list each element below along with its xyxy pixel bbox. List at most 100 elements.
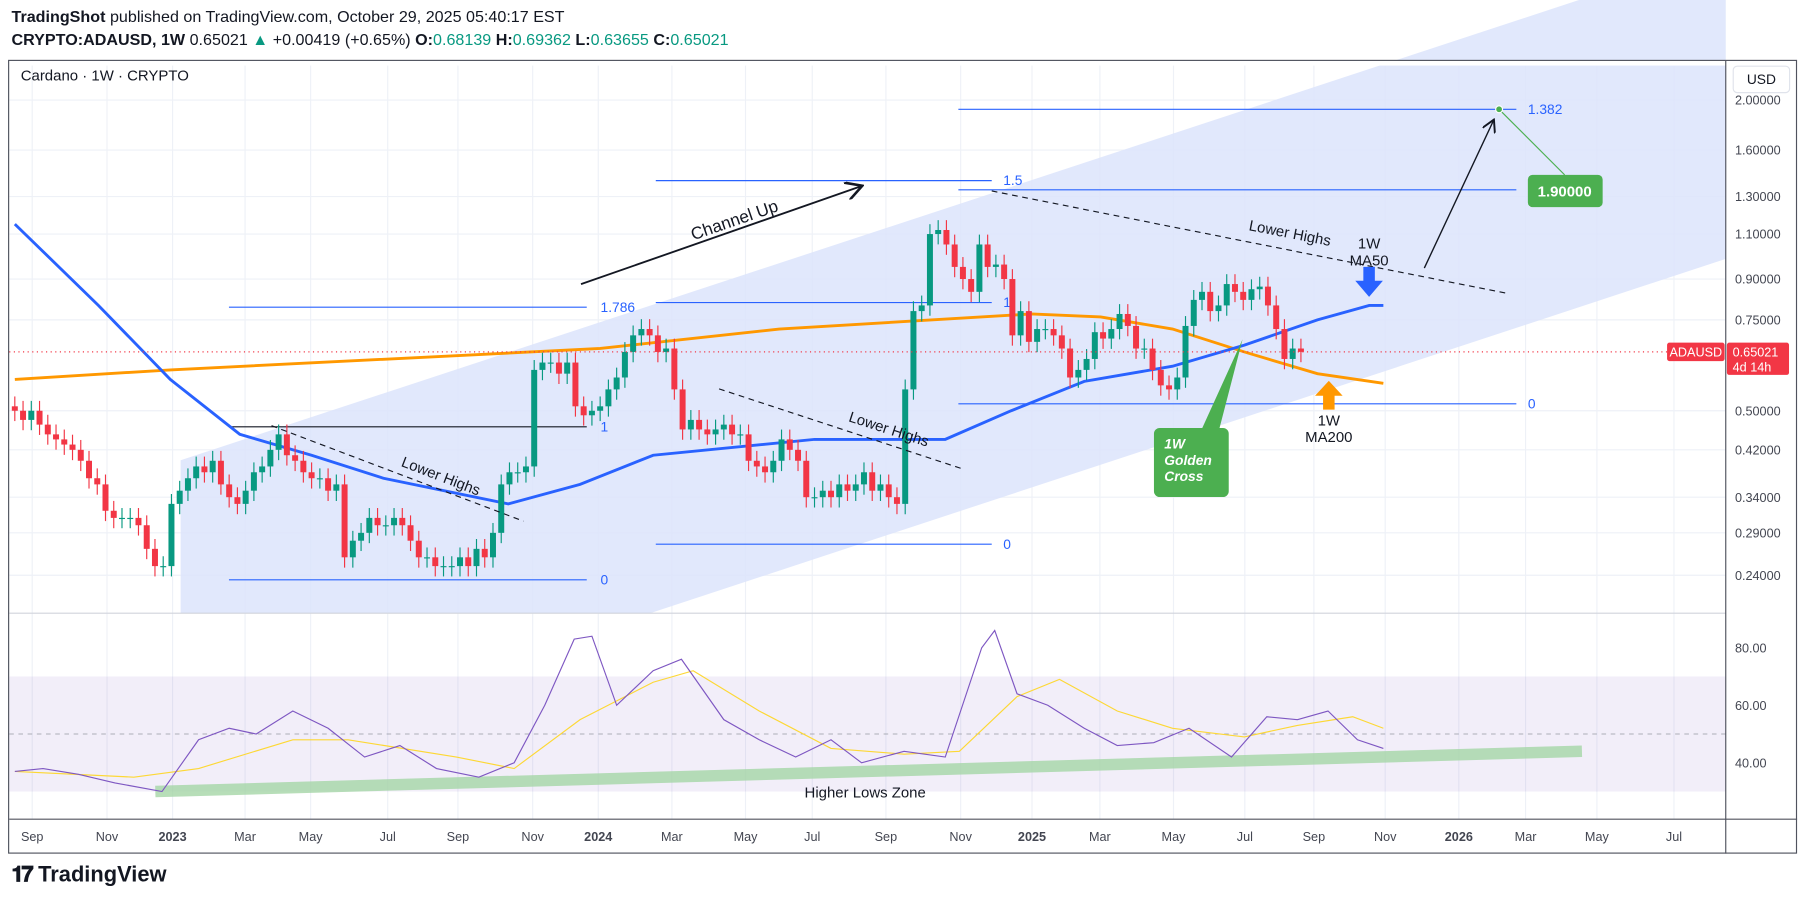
symbol-info: CRYPTO:ADAUSD, 1W 0.65021 ▲ +0.00419 (+0… [12,30,729,48]
candle-body [803,460,810,498]
rsi-line [14,629,1384,793]
time-tick-label: 2024 [584,830,612,844]
time-tick-label: Nov [949,830,972,844]
candle-body [1075,369,1082,378]
symbol-price-tag [1667,342,1725,362]
low-value: 0.63655 [590,29,649,49]
candle-body [1207,291,1214,312]
candle-body [910,311,917,390]
candle-body [588,410,595,416]
up-triangle-icon: ▲ [252,29,269,49]
currency-button[interactable]: USD [1732,65,1791,94]
candle-body [1133,325,1140,349]
time-tick-label: Jul [1237,830,1253,844]
fib-level-label: 0 [1528,396,1536,411]
candle-body [333,484,340,491]
candle-body [374,517,381,526]
price-tick-label: 1.60000 [1735,144,1781,158]
price-tick-label: 1.10000 [1735,228,1781,242]
candle-body [448,566,455,568]
candle-body [1240,291,1247,300]
candle-body [984,244,991,267]
candle-body [1149,348,1156,370]
lower-highs-trendline [718,388,965,470]
candle-body [704,429,711,435]
candle-body [399,517,406,526]
candle-body [1141,348,1148,350]
candle-body [325,478,332,491]
candle-body [506,472,513,485]
candle-body [1001,264,1008,280]
candle-body [1182,325,1189,378]
candle-body [1058,335,1065,349]
author[interactable]: TradingShot [11,6,106,26]
candle-body [349,540,356,558]
rsi-tick-label: 60.00 [1735,699,1767,713]
fib-level-label: 0 [1003,537,1011,552]
candle-body [696,419,703,430]
time-tick-label: Nov [521,830,544,844]
candle-body [926,234,933,306]
symbol: CRYPTO:ADAUSD, 1W [11,29,186,49]
lower-highs-trendline [991,190,1508,294]
candle-body [1289,348,1296,359]
candle-body [1297,348,1304,352]
candle-body [1174,377,1181,390]
candle-body [481,548,488,558]
golden-cross-label: Golden [1164,453,1212,468]
published-text: published on TradingView.com, October 29… [105,6,565,26]
channel-up-fill [180,0,1726,614]
candle-body [250,472,257,491]
candle-body [300,460,307,473]
candle-body [1100,332,1107,339]
open-value: 0.68139 [433,29,492,49]
higher-lows-zone [155,745,1583,798]
candle-body [135,517,142,526]
low-label: L: [575,29,591,49]
ma50-label: MA50 [1350,253,1389,270]
candle-body [531,369,538,467]
candle-body [1215,305,1222,312]
candle-body [86,460,92,479]
higher-lows-label: Higher Lows Zone [805,784,926,801]
candle-body [366,517,373,533]
time-tick-label: Mar [234,830,256,844]
time-tick-label: 2023 [159,830,187,844]
candle-body [943,230,950,245]
candle-body [358,532,365,541]
target-connector [1498,108,1566,176]
candle-body [976,244,983,292]
candle-body [226,484,233,498]
tradingview-logo[interactable]: 𝟏𝟕 TradingView [12,863,167,888]
candle-body [44,424,51,435]
fib-level-label: 0 [601,572,609,587]
candle-body [341,484,348,558]
time-tick-label: May [299,830,324,844]
candle-body [69,444,76,450]
candle-body [935,230,942,235]
time-tick-label: Jul [1666,830,1682,844]
price-axis-tag-value: 0.65021 [1733,345,1779,359]
golden-cross-label: 1W [1164,437,1186,452]
candle-body [992,264,999,267]
candle-body [1050,329,1057,336]
candle-body [654,335,661,352]
target-label-box [1527,174,1603,208]
time-tick-label: 2025 [1018,830,1046,844]
candle-body [151,548,158,567]
candle-body [613,377,620,390]
target-label: 1.90000 [1538,184,1592,201]
candle-body [1025,311,1032,342]
price-tick-label: 0.24000 [1735,569,1781,583]
time-tick-label: Sep [1303,830,1326,844]
time-tick-label: May [734,830,759,844]
candle-body [663,348,670,352]
golden-cross-label: Cross [1164,469,1203,484]
candle-body [580,406,587,416]
candle-body [201,466,208,473]
candle-body [1042,329,1049,331]
candle-body [465,557,472,567]
golden-cross-callout [1153,339,1243,498]
candle-body [1083,358,1090,370]
